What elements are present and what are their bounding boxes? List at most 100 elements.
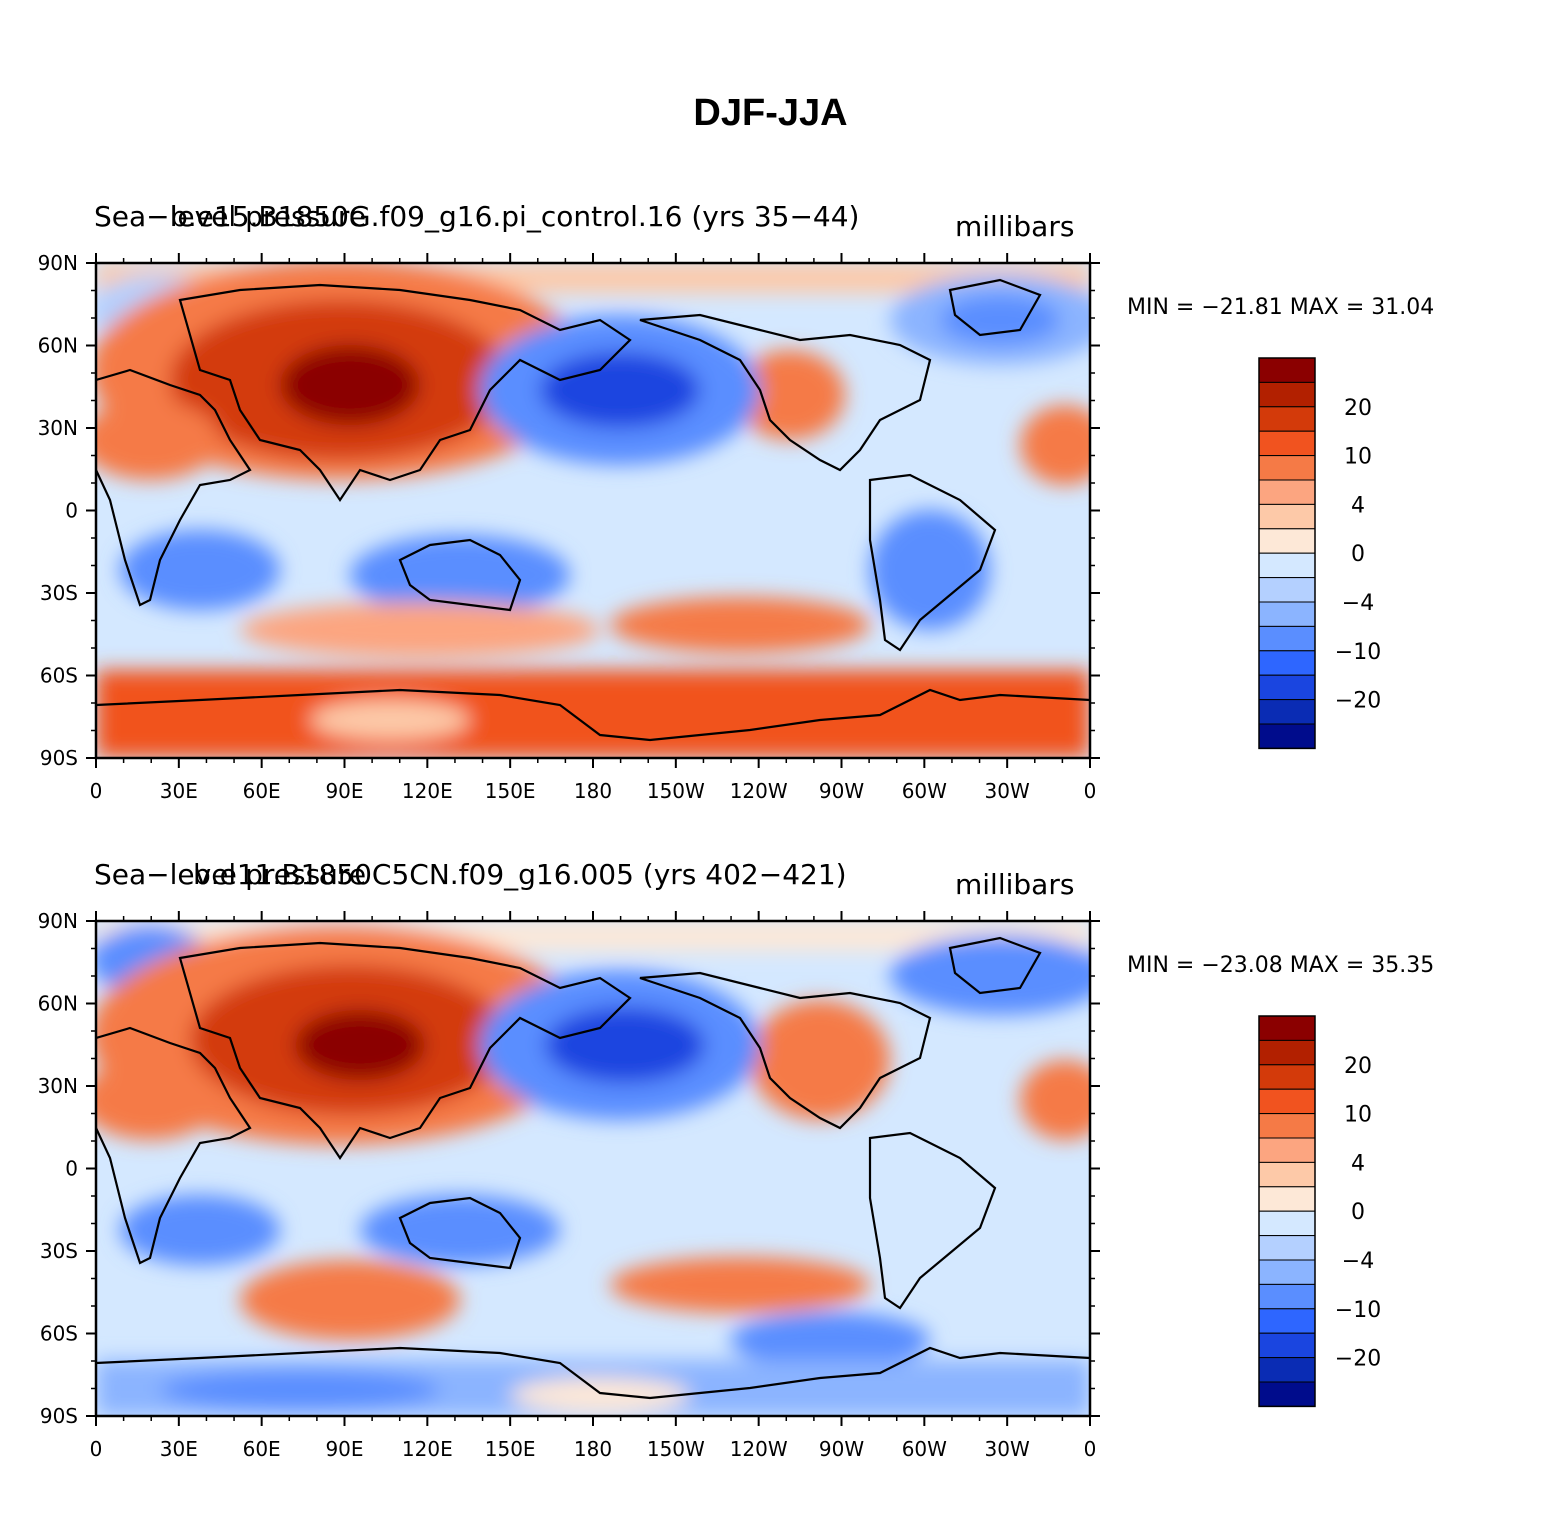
- panel2-units-label: millibars: [955, 868, 1075, 901]
- panel1-lat-tick-label: 0: [65, 499, 78, 523]
- panel1-colorbar-label: −10: [1335, 640, 1381, 665]
- panel2-pressure-field: [96, 921, 1090, 1416]
- panel1-colorbar-label: −20: [1335, 689, 1381, 714]
- panel1-colorbar-box: [1258, 381, 1316, 408]
- panel2-lat-tick-label: 30N: [38, 1074, 78, 1098]
- panel1-lon-tick-label: 0: [1084, 779, 1097, 803]
- panel1-variable-label: Sea−level pressure: [94, 200, 367, 233]
- panel2-lon-tick-label: 60W: [902, 1437, 947, 1461]
- panel2-lat-tick-label: 90S: [40, 1404, 78, 1428]
- panel2-lon-tick-label: 30W: [985, 1437, 1030, 1461]
- panel2-colorbar-label: 0: [1351, 1200, 1365, 1225]
- panel2-colorbar-box: [1258, 1210, 1316, 1237]
- panel2-minmax: MIN = −23.08 MAX = 35.35: [1127, 953, 1435, 978]
- panel1-colorbar-box: [1258, 650, 1316, 676]
- panel1-lat-tick-label: 90N: [38, 251, 78, 275]
- panel2-colorbar-box: [1258, 1235, 1316, 1261]
- panel1-colorbar-box: [1258, 552, 1316, 579]
- panel1-colorbar-label: 20: [1344, 396, 1372, 421]
- panel2-lon-tick-label: 0: [1084, 1437, 1097, 1461]
- figure-title: DJF-JJA: [693, 92, 848, 134]
- panel2-colorbar-box: [1258, 1064, 1316, 1090]
- panel2-colorbar-box: [1258, 1137, 1316, 1163]
- panel2-lat-tick-label: 90N: [38, 909, 78, 933]
- panel1-lat-tick-label: 90S: [40, 746, 78, 770]
- panel1-colorbar-label: 10: [1344, 445, 1372, 470]
- panel1-colorbar-box: [1258, 455, 1316, 481]
- panel2-lat-tick-label: 0: [65, 1157, 78, 1181]
- panel2-colorbar-box: [1258, 1039, 1316, 1066]
- panel2-colorbar-box: [1258, 1259, 1316, 1285]
- panel1-case-label: b.e15.B1850G.f09_g16.pi_control.16 (yrs …: [170, 200, 860, 233]
- panel2-colorbar-box: [1258, 1357, 1316, 1383]
- panel1-colorbar-box: [1258, 601, 1316, 627]
- panel1-lon-tick-label: 120E: [402, 779, 453, 803]
- panel1-colorbar-box: [1258, 406, 1316, 432]
- panel2-lon-tick-label: 120E: [402, 1437, 453, 1461]
- panel1-coastlines: [96, 278, 1090, 742]
- panel2-colorbar-box: [1258, 1283, 1316, 1310]
- panel1-lon-tick-label: 120W: [730, 779, 788, 803]
- panel1-colorbar-box: [1258, 699, 1316, 725]
- panel1-colorbar-box: [1258, 479, 1316, 505]
- panel1-colorbar-label: 4: [1351, 493, 1365, 518]
- panel2-colorbar-label: 4: [1351, 1151, 1365, 1176]
- panel2-colorbar-box: [1258, 1381, 1316, 1407]
- panel2-lon-tick-label: 30E: [160, 1437, 198, 1461]
- panel2-colorbar-box: [1258, 1161, 1316, 1188]
- panel2-colorbar-box: [1258, 1088, 1316, 1115]
- panel2-lon-tick-label: 90W: [819, 1437, 864, 1461]
- panel1-colorbar-box: [1258, 430, 1316, 457]
- panel2-lat-tick-label: 60S: [40, 1322, 78, 1346]
- panel1-colorbar-box: [1258, 577, 1316, 603]
- panel2-colorbar-box: [1258, 1332, 1316, 1359]
- panel1-colorbar-box: [1258, 723, 1316, 749]
- panel1-lon-tick-label: 0: [90, 779, 103, 803]
- panel2-lon-tick-label: 90E: [325, 1437, 363, 1461]
- panel1-units-label: millibars: [955, 210, 1075, 243]
- panel2-colorbar-box: [1258, 1308, 1316, 1334]
- panel1-lon-tick-label: 60E: [243, 779, 281, 803]
- panel2-colorbar-box: [1258, 1113, 1316, 1139]
- panel1-lon-tick-label: 90E: [325, 779, 363, 803]
- panel1-colorbar-label: 0: [1351, 542, 1365, 567]
- panel2-lat-tick-label: 30S: [40, 1239, 78, 1263]
- panel2-lon-tick-label: 180: [574, 1437, 612, 1461]
- panel2-lat-tick-label: 60N: [38, 992, 78, 1016]
- panel2-lon-tick-label: 0: [90, 1437, 103, 1461]
- panel2-colorbar-box: [1258, 1015, 1316, 1041]
- panel1-colorbar-box: [1258, 503, 1316, 530]
- panel2-lon-tick-label: 150E: [485, 1437, 536, 1461]
- panel1-colorbar-label: −4: [1342, 591, 1374, 616]
- panel1-lat-tick-label: 30S: [40, 581, 78, 605]
- panel1-colorbar-box: [1258, 625, 1316, 652]
- panel1-lon-tick-label: 60W: [902, 779, 947, 803]
- panel2-colorbar-label: 10: [1344, 1103, 1372, 1128]
- panel1-colorbar: 20 10 4 0 −4 −10 −20: [1258, 357, 1381, 750]
- panel2-colorbar-label: −10: [1335, 1298, 1381, 1323]
- panel2-colorbar-label: −4: [1342, 1249, 1374, 1274]
- panel1-lon-tick-label: 180: [574, 779, 612, 803]
- panel2-colorbar-label: 20: [1344, 1054, 1372, 1079]
- panel1-lon-tick-label: 150W: [647, 779, 705, 803]
- panel2-ticks: 90N 60N 30N 0 30S 60S 90S 0 30E 60E 90E 120E 150E 180…: [38, 909, 1100, 1461]
- panel1-lat-tick-label: 60S: [40, 664, 78, 688]
- panel1-ticks: 90N 60N 30N 0 30S 60S 90S 0 30E 60E 90E 120E 150E 180…: [38, 251, 1100, 803]
- panel1-lon-tick-label: 150E: [485, 779, 536, 803]
- panel1-lat-tick-label: 30N: [38, 416, 78, 440]
- panel2-lon-tick-label: 60E: [243, 1437, 281, 1461]
- panel2-case-label: b.e11.B1850C5CN.f09_g16.005 (yrs 402−421…: [193, 858, 847, 891]
- panel1-lon-tick-label: 30W: [985, 779, 1030, 803]
- panel1-lon-tick-label: 30E: [160, 779, 198, 803]
- panel1-colorbar-box: [1258, 357, 1316, 383]
- panel1-pressure-field: [96, 263, 1090, 758]
- panel1-colorbar-box: [1258, 528, 1316, 554]
- panel2-variable-label: Sea−level pressure: [94, 858, 367, 891]
- panel2-colorbar: 20 10 4 0 −4 −10 −20: [1258, 1015, 1381, 1408]
- panel1-lon-tick-label: 90W: [819, 779, 864, 803]
- panel2-colorbar-box: [1258, 1186, 1316, 1212]
- panel2-lon-tick-label: 150W: [647, 1437, 705, 1461]
- panel2-colorbar-label: −20: [1335, 1347, 1381, 1372]
- panel1-lat-tick-label: 60N: [38, 334, 78, 358]
